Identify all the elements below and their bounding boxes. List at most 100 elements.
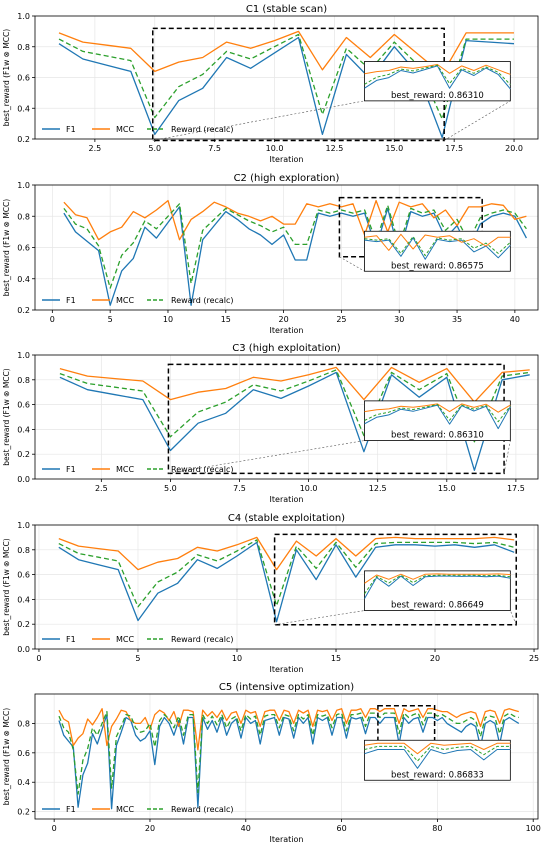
inset-series-line bbox=[364, 404, 511, 423]
chart-title: C3 (high exploitation) bbox=[232, 343, 341, 354]
legend-label: Reward (recalc) bbox=[171, 125, 234, 134]
connector-line bbox=[274, 610, 365, 626]
x-tick-label: 10.0 bbox=[266, 144, 284, 153]
legend-label: Reward (recalc) bbox=[171, 296, 234, 305]
zoom-region-box bbox=[167, 363, 505, 475]
y-axis-label: best_reward (F1w ⊗ MCC) bbox=[2, 368, 11, 465]
y-tick-label: 0.2 bbox=[17, 306, 30, 315]
legend: F1 MCC Reward (recalc) bbox=[42, 465, 234, 474]
x-tick-label: 5.0 bbox=[164, 484, 177, 493]
x-tick-label: 100 bbox=[526, 824, 541, 833]
series-line-mcc bbox=[59, 366, 530, 403]
legend-label: MCC bbox=[116, 635, 134, 644]
x-tick-label: 5 bbox=[108, 315, 113, 324]
connector-line bbox=[510, 610, 517, 625]
legend: F1 MCC Reward (recalc) bbox=[42, 125, 234, 134]
best-reward-annotation: best_reward: 0.86310 bbox=[391, 91, 484, 101]
best-reward-annotation: best_reward: 0.86833 bbox=[391, 770, 484, 780]
series-group bbox=[58, 536, 515, 623]
x-tick-label: 20.0 bbox=[505, 144, 523, 153]
chart-title: C4 (stable exploitation) bbox=[228, 513, 345, 524]
y-axis-label: best_reward (F1w ⊗ MCC) bbox=[2, 29, 11, 126]
series-line-reward-recalc- bbox=[58, 539, 515, 608]
chart-title: C5 (intensive optimization) bbox=[219, 682, 354, 693]
x-tick-label: 60 bbox=[336, 824, 346, 833]
x-tick-label: 35 bbox=[452, 315, 462, 324]
x-tick-label: 0 bbox=[50, 315, 55, 324]
inset-plot bbox=[364, 403, 511, 430]
x-tick-label: 10.0 bbox=[300, 484, 318, 493]
x-tick-label: 0 bbox=[52, 824, 57, 833]
series-line-mcc bbox=[58, 536, 515, 571]
series-line-reward-recalc- bbox=[58, 33, 514, 120]
x-tick-label: 40 bbox=[510, 315, 520, 324]
chart-panel-4: best_reward: 0.86649 0 5 10 15 20 25 0.0 0.2 0.4 0… bbox=[2, 513, 539, 674]
x-tick-label: 20 bbox=[430, 654, 440, 663]
inset-series-line bbox=[364, 64, 511, 75]
y-tick-label: 0.6 bbox=[17, 401, 30, 410]
legend-label: Reward (recalc) bbox=[171, 635, 234, 644]
y-tick-label: 0.8 bbox=[17, 212, 30, 221]
x-tick-label: 12.5 bbox=[325, 144, 343, 153]
connector-line bbox=[503, 440, 511, 474]
chart-title: C2 (high exploration) bbox=[234, 173, 340, 184]
legend-label: F1 bbox=[66, 296, 76, 305]
connector-line bbox=[152, 100, 365, 141]
legend: F1 MCC Reward (recalc) bbox=[42, 805, 234, 814]
legend-label: F1 bbox=[66, 465, 76, 474]
axes-frame bbox=[34, 524, 539, 650]
series-group bbox=[58, 708, 520, 810]
y-axis-label: best_reward (F1w ⊗ MCC) bbox=[2, 538, 11, 635]
series-line-reward-recalc- bbox=[58, 710, 519, 795]
series-line-mcc bbox=[58, 708, 519, 751]
series-line-f1 bbox=[58, 713, 520, 810]
legend-label: MCC bbox=[116, 465, 134, 474]
x-axis-label: Iteration bbox=[270, 495, 304, 504]
x-tick-label: 20 bbox=[279, 315, 289, 324]
y-tick-label: 0.6 bbox=[17, 74, 30, 83]
y-tick-label: 0.6 bbox=[17, 749, 30, 758]
legend-label: Reward (recalc) bbox=[171, 805, 234, 814]
legend-label: F1 bbox=[66, 125, 76, 134]
inset-plot bbox=[364, 742, 511, 769]
legend: F1 MCC Reward (recalc) bbox=[42, 635, 234, 644]
y-tick-label: 1.0 bbox=[17, 521, 30, 530]
best-reward-annotation: best_reward: 0.86310 bbox=[391, 431, 484, 441]
x-tick-label: 17.5 bbox=[507, 484, 525, 493]
series-line-f1 bbox=[58, 36, 515, 139]
y-tick-label: 0.6 bbox=[17, 571, 30, 580]
x-axis-label: Iteration bbox=[270, 326, 304, 335]
inset-series-line bbox=[364, 742, 511, 755]
inset-series-line bbox=[364, 745, 511, 762]
y-tick-label: 0.0 bbox=[17, 475, 30, 484]
x-axis-label: Iteration bbox=[270, 665, 304, 674]
legend-label: MCC bbox=[116, 805, 134, 814]
connector-line bbox=[339, 256, 365, 272]
inset-plot bbox=[364, 64, 511, 90]
y-axis-label: best_reward (F1w ⊗ MCC) bbox=[2, 199, 11, 296]
y-tick-label: 0.2 bbox=[17, 620, 30, 629]
chart-title: C1 (stable scan) bbox=[246, 4, 327, 15]
y-tick-label: 1.0 bbox=[17, 181, 30, 190]
y-tick-label: 1.0 bbox=[17, 12, 30, 21]
inset-plot bbox=[364, 573, 511, 599]
x-tick-label: 10 bbox=[163, 315, 173, 324]
connector-line bbox=[168, 440, 365, 474]
y-tick-label: 0.4 bbox=[17, 104, 30, 113]
series-line-reward-recalc- bbox=[59, 369, 530, 443]
chart-panel-1: best_reward: 0.86310 2.5 5.0 7.5 10.0 12.5 15.… bbox=[2, 4, 539, 164]
x-tick-label: 15 bbox=[221, 315, 231, 324]
x-tick-label: 7.5 bbox=[208, 144, 221, 153]
inset-box bbox=[364, 570, 511, 611]
inset-box bbox=[364, 230, 511, 272]
x-tick-label: 15.0 bbox=[385, 144, 403, 153]
legend-label: F1 bbox=[66, 805, 76, 814]
x-tick-label: 30 bbox=[394, 315, 404, 324]
inset-box bbox=[364, 739, 511, 781]
x-tick-label: 17.5 bbox=[445, 144, 463, 153]
inset-series-line bbox=[364, 233, 511, 251]
x-axis-label: Iteration bbox=[270, 835, 304, 844]
inset-series-line bbox=[364, 574, 511, 595]
y-tick-label: 0.8 bbox=[17, 719, 30, 728]
